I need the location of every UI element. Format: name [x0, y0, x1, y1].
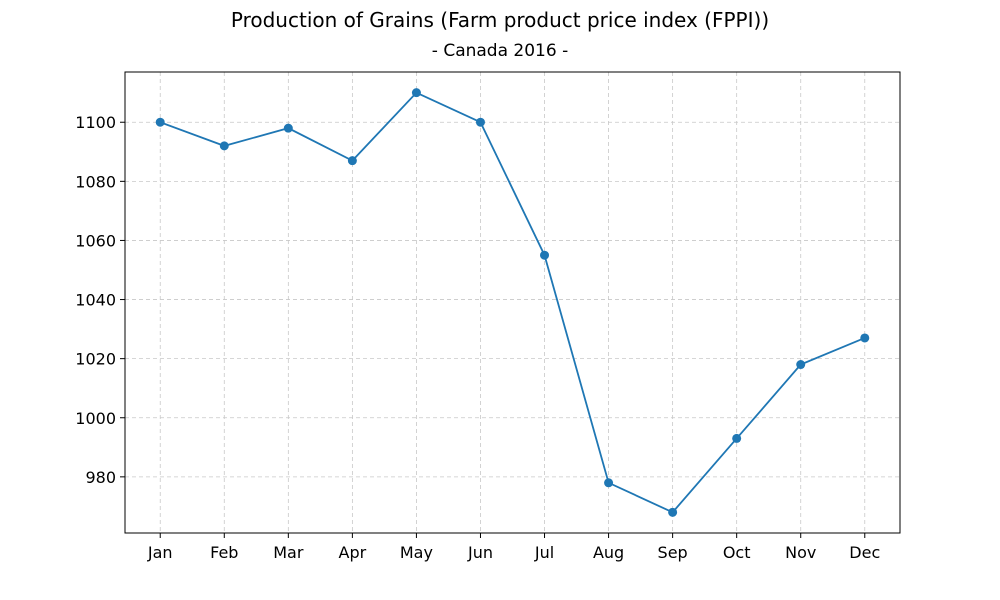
x-tick-label: Feb	[210, 543, 238, 562]
x-tick-label: Apr	[339, 543, 367, 562]
data-point	[411, 88, 421, 98]
x-tick-label: Jan	[147, 543, 173, 562]
data-point	[347, 156, 357, 166]
data-point	[475, 117, 485, 127]
chart-title: Production of Grains (Farm product price…	[230, 8, 770, 32]
plot-frame	[124, 71, 901, 534]
axes: Jan Feb Mar Apr May Jun Jul Aug Sep Oct Nov Dec 980 1…	[75, 113, 880, 562]
series-layer	[155, 88, 870, 517]
data-point	[283, 123, 293, 133]
data-point	[540, 250, 550, 260]
series-line	[159, 91, 866, 514]
x-tick-label: Sep	[658, 543, 688, 562]
data-point	[219, 141, 229, 151]
data-point	[668, 507, 678, 517]
x-tick-label: May	[400, 543, 433, 562]
x-tick-label: Nov	[785, 543, 816, 562]
data-point	[860, 333, 870, 343]
x-tick-label: Oct	[723, 543, 751, 562]
y-tick-label: 1000	[75, 409, 116, 428]
y-tick-label: 1020	[75, 350, 116, 369]
data-point	[732, 433, 742, 443]
y-tick-label: 980	[85, 468, 116, 487]
data-point	[155, 117, 165, 127]
data-point	[796, 360, 806, 370]
chart-subtitle: - Canada 2016 -	[431, 41, 569, 61]
x-tick-label: Dec	[849, 543, 880, 562]
y-tick-label: 1060	[75, 231, 116, 250]
data-point	[604, 478, 614, 488]
x-tick-label: Jul	[534, 543, 554, 562]
y-tick-label: 1040	[75, 291, 116, 310]
x-tick-label: Jun	[467, 543, 493, 562]
grid-lines	[125, 72, 900, 533]
y-tick-label: 1080	[75, 172, 116, 191]
y-tick-label: 1100	[75, 113, 116, 132]
x-tick-label: Aug	[593, 543, 624, 562]
x-tick-label: Mar	[273, 543, 304, 562]
